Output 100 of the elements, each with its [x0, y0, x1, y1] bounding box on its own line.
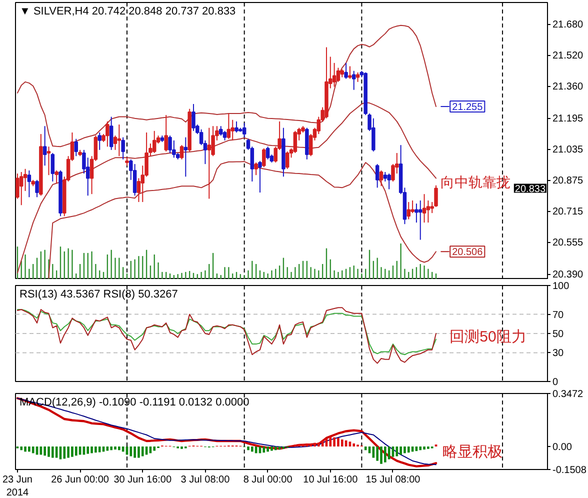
candlestick: [418, 200, 422, 240]
bar: [63, 446, 66, 459]
candlestick: [164, 114, 168, 152]
bar: [106, 446, 109, 451]
bar: [384, 446, 386, 462]
y-tick-label: 70: [552, 310, 564, 321]
bar: [20, 446, 23, 450]
candlestick: [106, 120, 110, 148]
line-series: [16, 309, 437, 356]
bar: [262, 446, 266, 453]
candlestick: [98, 132, 102, 150]
bar: [310, 443, 312, 446]
candlestick: [383, 171, 388, 182]
bar: [24, 446, 26, 452]
candlestick: [54, 170, 58, 184]
candlestick: [117, 124, 122, 157]
candlestick: [414, 203, 418, 224]
candlestick: [262, 148, 266, 168]
bar: [329, 436, 332, 446]
bar: [423, 446, 426, 450]
candlestick: [234, 120, 238, 133]
bar: [247, 446, 250, 450]
y-tick-label: -0.1508: [552, 465, 587, 476]
bar: [110, 446, 113, 450]
y-tick-label: 21.520: [552, 50, 584, 62]
candlestick: [192, 104, 196, 132]
bar: [51, 446, 54, 458]
bar: [340, 439, 344, 446]
x-tick-label: 23 Jun 2014: [2, 474, 32, 498]
bar: [114, 446, 116, 450]
candlestick: [184, 136, 188, 178]
candlestick: [375, 164, 380, 188]
bar: [118, 446, 120, 450]
y-tick-label: 30: [552, 348, 564, 360]
y-tick-label: 100: [552, 281, 570, 292]
bar: [427, 446, 430, 449]
bar: [250, 446, 254, 452]
bar: [400, 446, 402, 455]
candlestick: [180, 144, 184, 160]
candlestick: [356, 72, 360, 82]
candlestick: [422, 194, 426, 224]
y-tick-label: 20.875: [552, 176, 584, 187]
candlestick: [379, 170, 384, 187]
x-tick-label: 3 Jul 08:00: [180, 474, 230, 486]
candlestick: [406, 202, 410, 220]
bar: [270, 446, 273, 451]
candlestick: [50, 152, 55, 182]
candlestick: [352, 70, 356, 90]
x-tick-label: 15 Jul 08:00: [366, 474, 421, 486]
y-tick-label: 50: [552, 329, 564, 340]
chart-title: RSI(13) 43.5367 RSI(8) 50.3267: [20, 288, 178, 300]
candlestick: [222, 130, 227, 141]
candlestick: [74, 138, 78, 157]
bar: [419, 446, 422, 450]
bar: [141, 446, 144, 456]
candlestick: [387, 173, 391, 190]
bar: [153, 446, 156, 451]
candlestick: [172, 140, 176, 158]
candlestick: [372, 118, 376, 152]
bar: [266, 446, 269, 452]
x-tick-label: 8 Jul 00:00: [243, 474, 293, 486]
y-tick-label: 21.195: [552, 114, 584, 125]
candlestick: [46, 146, 51, 176]
bar: [74, 446, 78, 456]
candlestick: [42, 126, 47, 166]
y-tick-label: 20.555: [552, 238, 584, 249]
candlestick: [344, 62, 348, 80]
y-tick-label: 21.035: [552, 144, 584, 156]
candlestick: [168, 135, 172, 154]
y-tick-label: 21.360: [552, 82, 584, 93]
bar: [180, 446, 183, 449]
bar: [337, 438, 340, 446]
bar: [94, 446, 97, 453]
bar: [98, 446, 101, 452]
y-tick-label: 0.3472: [552, 389, 584, 400]
candlestick: [20, 171, 24, 206]
bar: [380, 446, 382, 464]
x-tick-label: 30 Jun 16:00: [114, 474, 172, 486]
candlestick: [152, 130, 156, 154]
annotation: 20.833: [514, 184, 546, 195]
candlestick: [286, 150, 290, 170]
candlestick: [242, 122, 246, 138]
candlestick: [293, 130, 298, 154]
annotation: 略显积极: [442, 444, 503, 461]
y-tick-label: 20.715: [552, 206, 584, 218]
line-series: [16, 102, 437, 274]
candlestick: [109, 116, 114, 150]
line-series: [16, 307, 437, 364]
bar: [130, 446, 132, 456]
annotation: 20.506: [452, 247, 484, 258]
y-tick-label: 0.00: [552, 442, 572, 453]
bar: [28, 446, 30, 452]
candlestick: [27, 170, 32, 198]
bar: [134, 446, 136, 458]
bar: [407, 446, 410, 453]
bar: [67, 446, 70, 458]
x-tick-label: 26 Jun 00:00: [51, 474, 110, 486]
bar: [48, 446, 50, 457]
bar: [404, 446, 406, 454]
candlestick: [219, 126, 223, 136]
